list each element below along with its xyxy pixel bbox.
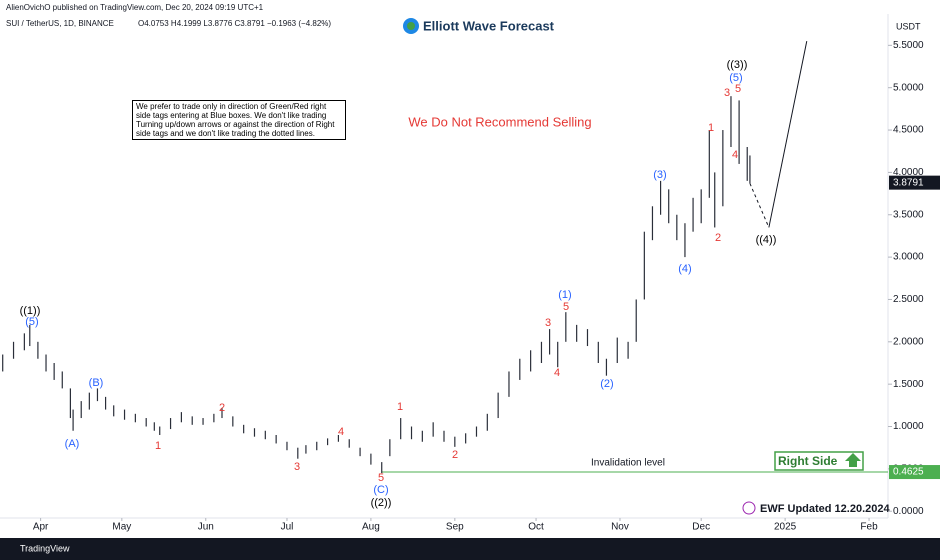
y-tick-label: 2.0000 (893, 336, 924, 347)
wave-label: (3) (653, 169, 666, 181)
wave-label: (A) (65, 438, 80, 450)
wave-label: 1 (397, 401, 403, 413)
wave-label: ((2)) (371, 497, 392, 509)
wave-label: (4) (678, 263, 691, 275)
note: We prefer to trade only in direction of … (132, 100, 346, 140)
wave-label: (C) (373, 484, 388, 496)
wave-label: 4 (338, 426, 344, 438)
x-tick-label: Nov (611, 522, 629, 533)
wave-label: (B) (89, 377, 104, 389)
wave-label: 2 (452, 449, 458, 461)
wave-label: 5 (735, 83, 741, 95)
wave-label: 5 (563, 301, 569, 313)
footer-bar (0, 538, 940, 560)
x-tick-label: Feb (860, 522, 878, 533)
invalidation-label: Invalidation level (591, 458, 665, 469)
logo: Elliott Wave Forecast (423, 18, 555, 33)
y-tick-label: 4.0000 (893, 167, 924, 178)
x-tick-label: 2025 (774, 522, 797, 533)
right-side-box (774, 451, 864, 471)
wave-label: ((1)) (20, 305, 41, 317)
ohlc: O4.0753 H4.1999 L3.8776 C3.8791 −0.1963 … (138, 19, 331, 28)
wave-label: 1 (155, 440, 161, 452)
wave-label: 5 (378, 472, 384, 484)
last-price: 3.8791 (893, 177, 924, 188)
y-tick-label: 2.5000 (893, 294, 924, 305)
logo-icon (407, 22, 415, 30)
wave-label: 3 (724, 87, 730, 99)
projection (749, 183, 770, 228)
y-tick-label: 5.0000 (893, 82, 924, 93)
wave-label: 4 (732, 149, 738, 161)
updated: EWF Updated 12.20.2024 (760, 503, 890, 515)
up-arrow (845, 453, 861, 467)
symbol: SUI / TetherUS, 1D, BINANCE (6, 19, 114, 28)
wave-label: 3 (545, 317, 551, 329)
x-tick-label: Oct (528, 522, 544, 533)
x-tick-label: Aug (362, 522, 380, 533)
wave-label: ((3)) (727, 59, 748, 71)
currency: USDT (896, 21, 921, 31)
wave-label: 2 (219, 402, 225, 414)
last-price-tag (889, 175, 940, 190)
x-tick-label: Jul (281, 522, 294, 533)
y-tick-label: 3.5000 (893, 209, 924, 220)
x-tick-label: Sep (446, 522, 464, 533)
wave-label: ((4)) (756, 234, 777, 246)
y-tick-label: 4.5000 (893, 125, 924, 136)
wave-label: 3 (294, 461, 300, 473)
y-tick-label: 3.0000 (893, 252, 924, 263)
update-icon (742, 501, 756, 515)
wave-label: (2) (600, 378, 613, 390)
x-tick-label: May (112, 522, 131, 533)
y-tick-label: 5.5000 (893, 40, 924, 51)
x-tick-label: Apr (33, 522, 49, 533)
y-tick-label: 0.0000 (893, 506, 924, 517)
invalidation-tag-label: 0.4625 (893, 467, 924, 478)
wave-label: (5) (729, 72, 742, 84)
invalidation-tag (889, 465, 940, 480)
wave-label: 1 (708, 122, 714, 134)
wave-label: 4 (554, 367, 560, 379)
publisher: AlienOvichO published on TradingView.com… (6, 3, 264, 12)
y-tick-label: 1.0000 (893, 421, 924, 432)
x-tick-label: Dec (692, 522, 710, 533)
projection (768, 41, 808, 228)
x-tick-label: Jun (198, 522, 214, 533)
footer: TradingView (20, 543, 70, 553)
wave-label: 2 (715, 232, 721, 244)
wave-label: (1) (558, 289, 571, 301)
right-side: Right Side (778, 454, 838, 468)
wave-label: (5) (25, 316, 38, 328)
warning: We Do Not Recommend Selling (408, 114, 591, 129)
y-tick-label: 1.5000 (893, 379, 924, 390)
